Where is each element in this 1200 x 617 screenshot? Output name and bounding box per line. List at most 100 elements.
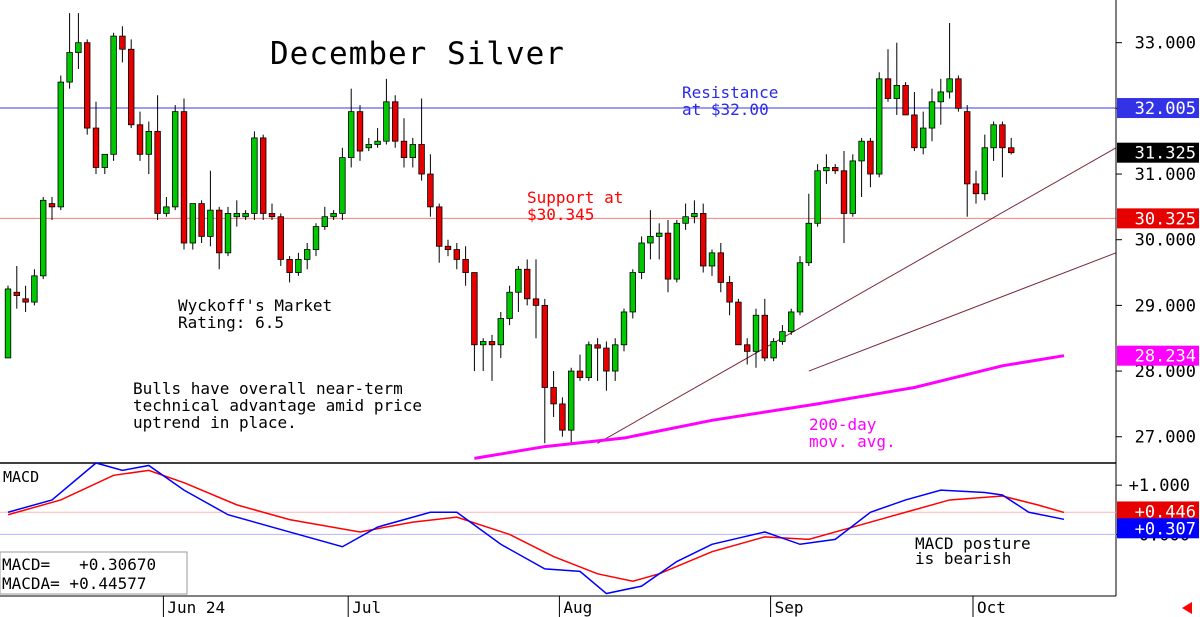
- candle: [427, 154, 434, 217]
- candle: [321, 206, 328, 230]
- candle: [101, 153, 108, 175]
- candle: [673, 220, 680, 283]
- candle-body-up: [814, 170, 821, 224]
- macd-posture-line-2: is bearish: [915, 549, 1011, 568]
- candle-body-up: [656, 232, 663, 237]
- candle-body-up: [312, 226, 320, 250]
- x-tick-label: Jul: [352, 598, 381, 617]
- candle: [955, 75, 962, 112]
- candle-body-down: [541, 304, 548, 388]
- candle: [4, 285, 12, 359]
- y-tick-label: 31.000: [1135, 165, 1196, 185]
- candle-body-up: [638, 242, 645, 273]
- candle: [594, 338, 601, 381]
- candle: [946, 22, 953, 99]
- candle: [295, 252, 302, 276]
- candle-body-up: [189, 203, 196, 244]
- candle: [84, 39, 91, 135]
- macd-panel-label: MACD: [3, 468, 39, 486]
- candle: [585, 341, 592, 381]
- candle-body-up: [101, 153, 108, 168]
- macda-line: [7, 469, 1065, 582]
- candle-body-up: [612, 344, 619, 372]
- candle: [57, 75, 64, 211]
- trendline-2: [808, 252, 1117, 372]
- candle: [127, 39, 135, 129]
- candle: [180, 98, 188, 250]
- candles: [4, 13, 1015, 444]
- axis-markers: 32.005 31.325 30.325 28.234 +0.446+0.307: [1117, 98, 1199, 539]
- candle: [207, 170, 214, 247]
- candle: [400, 118, 408, 168]
- candle: [964, 105, 971, 217]
- candle: [444, 239, 452, 257]
- candle-body-down: [444, 245, 452, 250]
- candle: [726, 275, 733, 316]
- x-tick-label: Aug: [563, 598, 592, 617]
- candle-body-down: [22, 298, 29, 303]
- candle-body-up: [75, 42, 82, 53]
- macda-marker: +0.446: [1117, 501, 1199, 522]
- candle: [268, 203, 276, 221]
- candle: [66, 13, 73, 89]
- candle-body-up: [858, 140, 865, 162]
- candle: [937, 78, 944, 125]
- candle: [497, 311, 504, 358]
- candle-body-up: [57, 81, 64, 208]
- candle-body-up: [233, 213, 240, 218]
- candle-body-up: [647, 236, 654, 244]
- macd-tick-label: +1.000: [1129, 476, 1190, 496]
- x-tick-label: Oct: [977, 598, 1006, 617]
- candle-body-down: [154, 130, 161, 214]
- candle: [884, 49, 892, 102]
- ma200-marker-label: 28.234: [1135, 347, 1196, 367]
- candle-body-up: [4, 288, 12, 359]
- support-annotation-line-1: Support at: [527, 188, 623, 207]
- candle-body-down: [13, 291, 20, 296]
- candle: [224, 206, 232, 257]
- candle-body-up: [347, 111, 355, 159]
- candle-body-down: [744, 344, 751, 352]
- macd-marker-label: +0.307: [1135, 519, 1196, 539]
- candle: [638, 236, 645, 280]
- resistance-annotation-line-2: at $32.00: [682, 100, 769, 119]
- candle: [365, 137, 372, 152]
- trendline-1: [597, 147, 1117, 444]
- candle: [559, 397, 566, 437]
- candle: [286, 256, 293, 283]
- candle: [629, 269, 636, 319]
- candle-body-down: [840, 170, 848, 214]
- candle: [805, 193, 812, 266]
- candle: [40, 197, 47, 280]
- bulls-annotation: Bulls have overall near-term technical a…: [133, 379, 432, 432]
- support-marker: 30.325: [1117, 208, 1199, 229]
- candle-body-down: [884, 78, 892, 99]
- candle: [383, 78, 390, 145]
- candle: [48, 197, 56, 221]
- candle: [990, 121, 997, 161]
- candle: [691, 200, 698, 224]
- candle: [145, 121, 152, 175]
- y-tick-label: 29.000: [1135, 296, 1196, 316]
- candle-body-up: [673, 222, 680, 280]
- candle-body-up: [171, 111, 179, 208]
- candle-body-down: [462, 259, 469, 273]
- candle-body-up: [163, 206, 170, 214]
- macd-marker-box: [1117, 518, 1199, 539]
- candle-body-up: [823, 167, 830, 172]
- candle-body-down: [259, 137, 267, 214]
- candle-body-down: [127, 48, 135, 126]
- candle: [13, 265, 20, 309]
- candle: [796, 256, 804, 316]
- candle: [735, 298, 742, 346]
- candle-body-down: [84, 42, 91, 129]
- candle-body-up: [990, 124, 997, 149]
- candle: [972, 170, 980, 204]
- candle-body-up: [110, 35, 117, 155]
- scroll-left-arrow-icon[interactable]: [1182, 602, 1192, 614]
- candle-body-up: [946, 78, 953, 93]
- candle: [717, 242, 724, 293]
- candle-body-down: [532, 298, 540, 306]
- candle: [576, 354, 584, 381]
